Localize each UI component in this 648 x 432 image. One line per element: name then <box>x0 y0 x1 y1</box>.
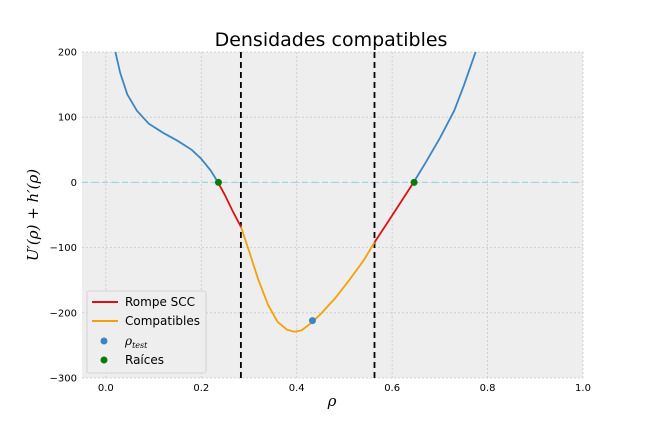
legend-swatch-rho-test <box>100 337 108 345</box>
curves <box>114 51 477 333</box>
series-raices-point <box>214 178 222 186</box>
legend-label-compatibles: Compatibles <box>125 314 200 328</box>
legend-label-raices: Raíces <box>125 353 164 367</box>
x-tick-label: 0.6 <box>384 383 400 394</box>
y-tick-label: 0 <box>71 178 77 189</box>
x-tick-label: 0.2 <box>193 383 209 394</box>
x-tick-label: 0.0 <box>98 383 114 394</box>
series-rho-test-point <box>308 317 316 325</box>
y-tick-label: 100 <box>58 113 77 124</box>
series-compatibles-line <box>240 226 376 333</box>
legend-label-rho-test: ρtest <box>124 334 148 350</box>
y-tick-label: −300 <box>50 374 77 385</box>
vertical-boundaries <box>239 52 376 378</box>
legend-swatch-raices <box>100 356 108 364</box>
y-tick-label: −100 <box>50 243 77 254</box>
y-tick-label: −200 <box>50 308 77 319</box>
legend-label-rompe: Rompe SCC <box>125 295 195 309</box>
curve-line-right <box>412 51 477 183</box>
curve-line-left <box>114 51 219 183</box>
x-tick-label: 1.0 <box>575 383 591 394</box>
markers <box>214 178 418 325</box>
x-axis-label: ρ <box>327 392 337 410</box>
grid <box>82 51 584 379</box>
series-rompe-scc-line <box>217 181 242 228</box>
series-rompe-scc-line <box>373 181 415 243</box>
y-tick-label: 200 <box>58 48 77 59</box>
legend-rho-symbol: ρ <box>124 334 132 348</box>
legend-box <box>86 290 207 374</box>
y-axis-label: U′(ρ) + h′(ρ) <box>24 169 42 261</box>
x-tick-label: 0.8 <box>480 383 496 394</box>
legend: Rompe SCC Compatibles ρtest Raíces <box>86 290 207 374</box>
legend-rho-subscript: test <box>132 341 148 350</box>
series-raices-point <box>410 178 418 186</box>
x-tick-label: 0.4 <box>289 383 305 394</box>
chart-title: Densidades compatibles <box>215 29 448 51</box>
tick-labels: 0.0 0.2 0.4 0.6 0.8 1.0 200 100 0 −100 −200 −300 <box>50 48 591 395</box>
